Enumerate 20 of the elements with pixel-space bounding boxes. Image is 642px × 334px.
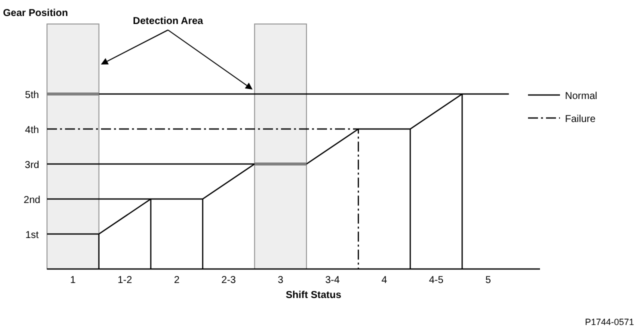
x-tick-label: 1-2 (118, 275, 133, 286)
y-tick-label: 4th (25, 125, 39, 136)
x-tick-label: 3 (278, 275, 284, 286)
x-tick-label: 3-4 (325, 275, 340, 286)
y-tick-label: 1st (25, 230, 39, 241)
x-tick-label: 4-5 (428, 275, 444, 286)
x-tick-label: 2-3 (221, 275, 236, 286)
text: P1744-0571 (584, 317, 634, 327)
x-tick-label: 2 (174, 275, 180, 286)
x-tick-label: 4 (382, 275, 388, 286)
text: Detection Area (132, 16, 204, 27)
legend-label: Failure (565, 114, 596, 125)
x-tick-label: 1 (70, 275, 76, 286)
text: Gear Position (3, 8, 68, 19)
legend-label: Normal (565, 91, 598, 102)
x-tick-label: 5 (485, 275, 492, 286)
x-axis-title: Shift Status (286, 290, 342, 301)
y-tick-label: 5th (25, 90, 39, 101)
y-tick-label: 3rd (24, 160, 40, 171)
y-tick-label: 2nd (24, 195, 40, 206)
